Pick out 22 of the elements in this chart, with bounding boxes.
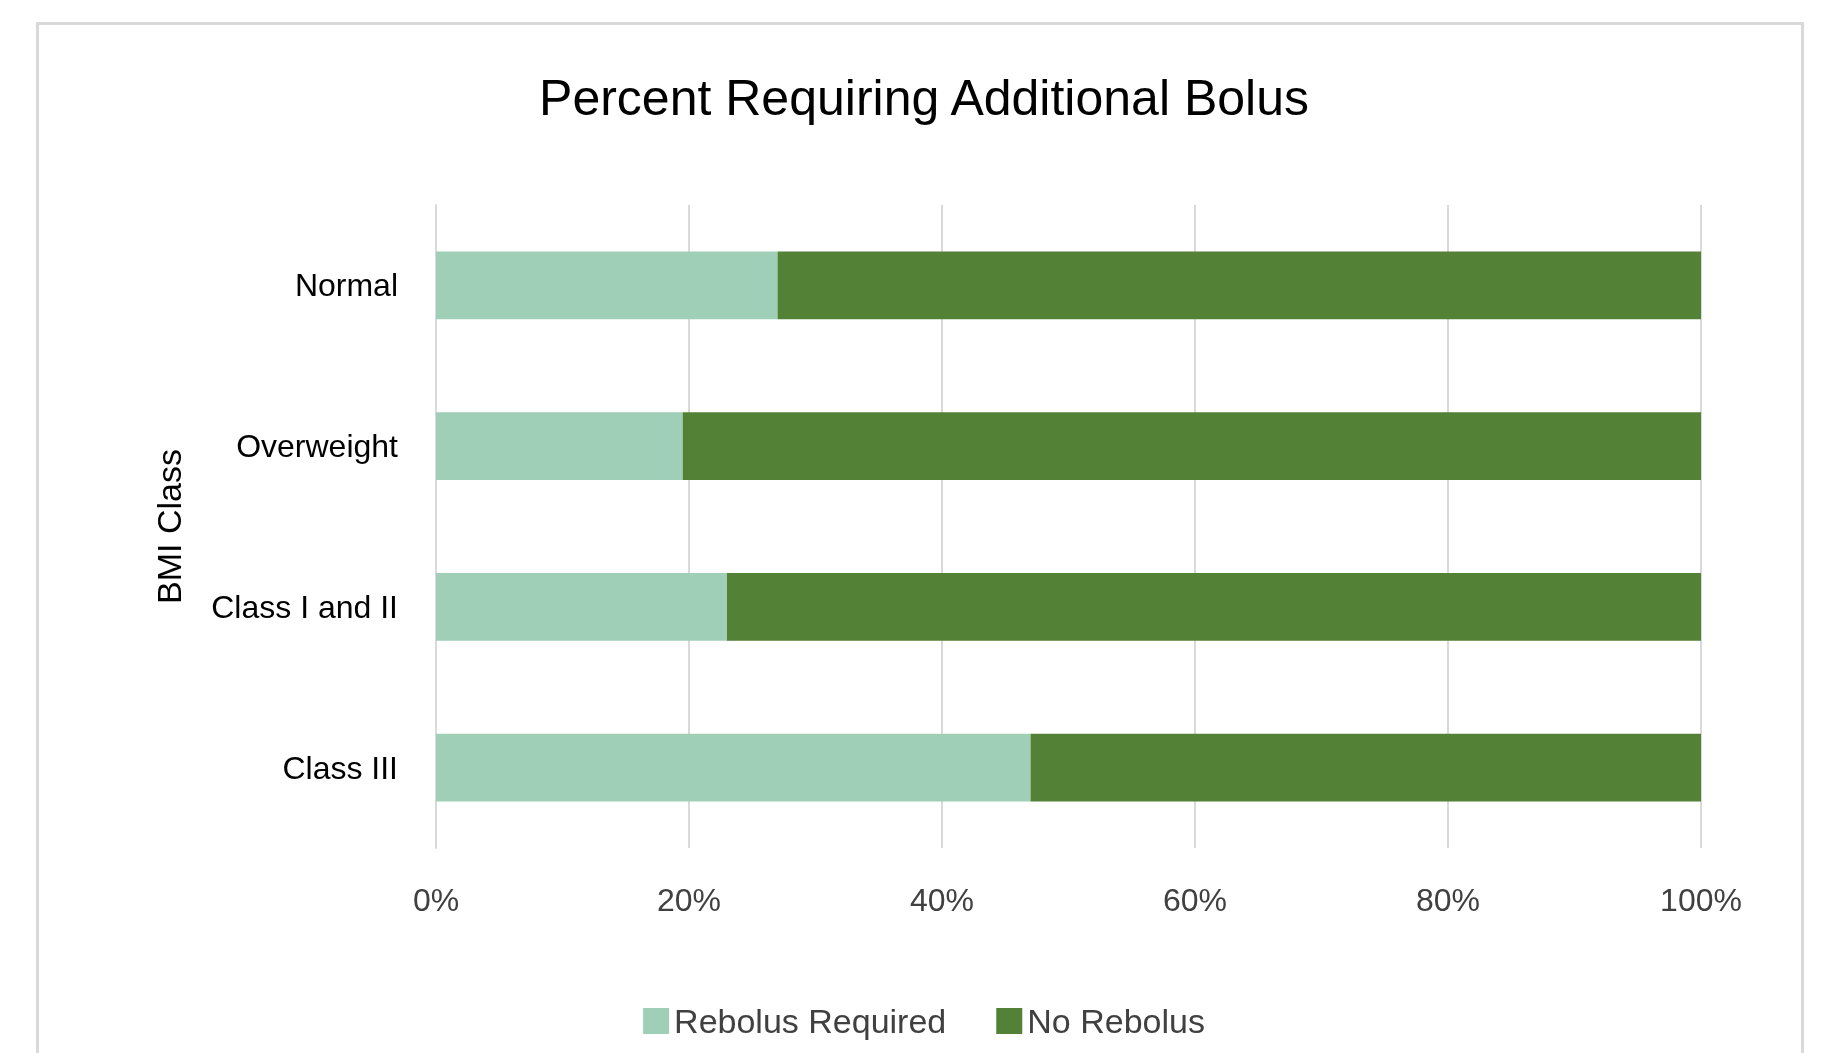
x-tick-label: 80%	[1415, 882, 1481, 918]
bar	[1030, 733, 1701, 802]
bar	[777, 251, 1701, 320]
x-tick-label: 40%	[909, 882, 975, 918]
legend-label: Rebolus Required	[674, 1002, 947, 1040]
legend-label: No Rebolus	[1027, 1002, 1205, 1040]
x-tick-label: 20%	[656, 882, 722, 918]
bar	[726, 573, 1701, 641]
bar	[436, 412, 683, 480]
y-tick-label: Overweight	[236, 428, 399, 465]
bar	[436, 733, 1031, 802]
y-tick-label: Normal	[294, 267, 398, 304]
x-tick-label: 100%	[1660, 882, 1742, 918]
x-tick-label: 0%	[412, 882, 460, 918]
bar	[436, 251, 778, 320]
y-axis-title: BMI Class	[150, 449, 188, 604]
chart-title: Percent Requiring Additional Bolus	[539, 70, 1309, 126]
bar	[682, 412, 1701, 480]
y-tick-label: Class I and II	[211, 588, 398, 625]
bar	[436, 573, 727, 641]
y-tick-label: Class III	[282, 749, 398, 786]
x-tick-label: 60%	[1162, 882, 1228, 918]
